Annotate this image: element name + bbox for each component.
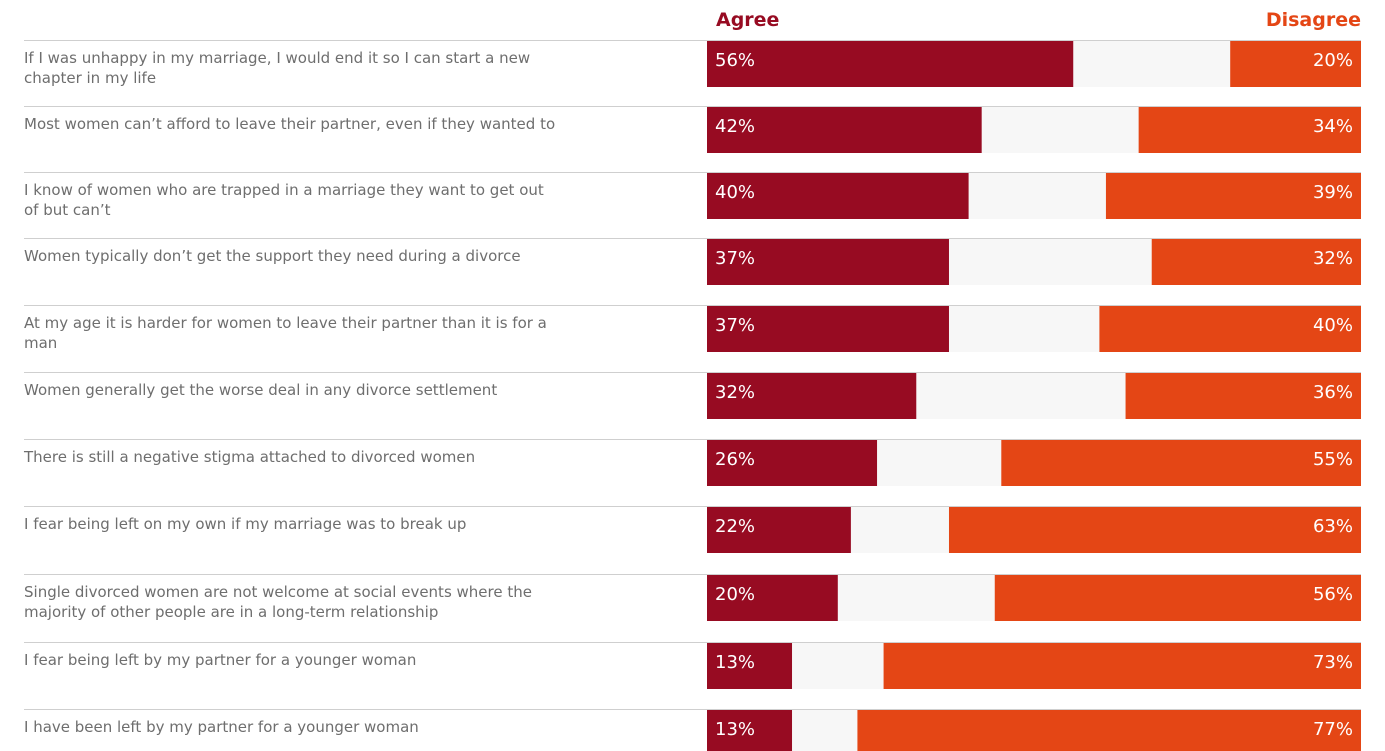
bar-agree (707, 373, 917, 419)
bar-agree (707, 41, 1074, 87)
bar-agree (707, 107, 982, 153)
value-label-agree: 42% (715, 116, 755, 137)
value-label-agree: 26% (715, 449, 755, 470)
value-label-agree: 40% (715, 182, 755, 203)
value-label-agree: 37% (715, 315, 755, 336)
bar-disagree (1151, 239, 1361, 285)
category-label: man (24, 334, 57, 352)
category-label: Most women can’t afford to leave their p… (24, 115, 555, 133)
bar-agree (707, 173, 969, 219)
category-label: There is still a negative stigma attache… (23, 448, 475, 466)
bar-disagree (1105, 173, 1361, 219)
value-label-agree: 20% (715, 584, 755, 605)
value-label-disagree: 34% (1313, 116, 1353, 137)
legend-agree-label: Agree (716, 9, 779, 31)
bar-agree (707, 507, 851, 553)
value-label-agree: 13% (715, 652, 755, 673)
category-label: Single divorced women are not welcome at… (24, 583, 532, 601)
bar-disagree (1001, 440, 1361, 486)
value-label-disagree: 39% (1313, 182, 1353, 203)
bar-agree (707, 643, 793, 689)
category-label: I fear being left on my own if my marria… (24, 515, 466, 533)
legend-disagree-label: Disagree (1266, 9, 1361, 31)
bar-agree (707, 440, 878, 486)
value-label-disagree: 77% (1313, 719, 1353, 740)
bar-disagree (994, 575, 1361, 621)
value-label-agree: 22% (715, 516, 755, 537)
value-label-agree: 32% (715, 382, 755, 403)
category-label: I fear being left by my partner for a yo… (24, 651, 416, 669)
value-label-disagree: 56% (1313, 584, 1353, 605)
value-label-agree: 13% (715, 719, 755, 740)
value-label-agree: 56% (715, 50, 755, 71)
value-label-agree: 37% (715, 248, 755, 269)
bar-agree (707, 710, 793, 751)
bar-agree (707, 239, 949, 285)
bar-disagree (948, 507, 1361, 553)
bar-disagree (857, 710, 1361, 751)
category-label: Women generally get the worse deal in an… (24, 381, 497, 399)
category-label: majority of other people are in a long-t… (24, 603, 438, 621)
value-label-disagree: 36% (1313, 382, 1353, 403)
category-label: Women typically don’t get the support th… (24, 247, 521, 265)
category-label: of but can’t (24, 201, 111, 219)
category-label: If I was unhappy in my marriage, I would… (24, 49, 530, 67)
value-label-disagree: 73% (1313, 652, 1353, 673)
bar-disagree (1138, 107, 1361, 153)
bar-disagree (1099, 306, 1361, 352)
bar-agree (707, 306, 949, 352)
bar-agree (707, 575, 838, 621)
category-label: I have been left by my partner for a you… (24, 718, 419, 736)
bar-disagree (883, 643, 1361, 689)
bar-disagree (1125, 373, 1361, 419)
category-label: I know of women who are trapped in a mar… (24, 181, 544, 199)
value-label-disagree: 20% (1313, 50, 1353, 71)
value-label-disagree: 32% (1313, 248, 1353, 269)
bar-disagree (1230, 41, 1361, 87)
value-label-disagree: 55% (1313, 449, 1353, 470)
value-label-disagree: 40% (1313, 315, 1353, 336)
value-label-disagree: 63% (1313, 516, 1353, 537)
category-label: At my age it is harder for women to leav… (24, 314, 547, 332)
category-label: chapter in my life (24, 69, 156, 87)
